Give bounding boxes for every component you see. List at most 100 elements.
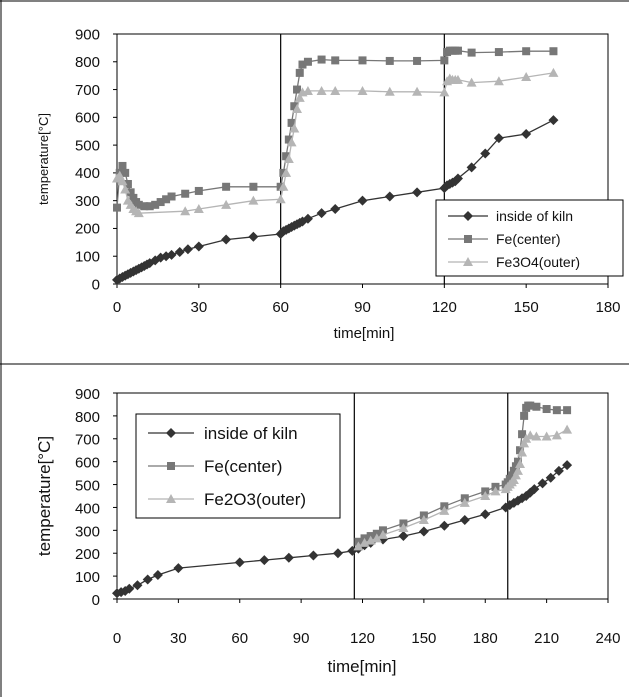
- y-tick-label: 700: [75, 82, 100, 99]
- y-tick-label: 300: [75, 523, 100, 540]
- data-point-fe-center: [526, 401, 535, 410]
- x-tick-label: 120: [350, 630, 375, 647]
- data-point-fe3o4-outer: [292, 104, 303, 113]
- data-point-fe-center: [507, 471, 516, 480]
- data-point-inside-of-kiln: [529, 484, 540, 495]
- data-point-fe2o3-outer: [398, 523, 409, 533]
- data-point-fe3o4-outer: [412, 86, 423, 96]
- y-tick-label: 500: [75, 478, 100, 495]
- y-tick-label: 700: [75, 432, 100, 449]
- data-point-fe-center: [549, 47, 558, 56]
- data-point-fe3o4-outer: [133, 208, 144, 218]
- data-point-fe-center: [284, 135, 293, 144]
- legend-marker: [463, 257, 473, 266]
- data-point-fe3o4-outer: [283, 154, 294, 163]
- data-point-fe2o3-outer: [510, 470, 521, 480]
- y-tick-label: 200: [75, 546, 100, 563]
- data-point-fe3o4-outer: [548, 67, 559, 77]
- y-tick-label: 900: [75, 26, 100, 43]
- data-point-inside-of-kiln: [283, 552, 294, 563]
- data-point-fe-center: [290, 102, 299, 111]
- data-point-fe2o3-outer: [531, 431, 542, 441]
- data-point-fe2o3-outer: [377, 529, 388, 539]
- data-point-fe-center: [552, 406, 561, 415]
- data-point-inside-of-kiln: [221, 234, 232, 245]
- data-point-fe-center: [532, 402, 541, 411]
- data-point-fe3o4-outer: [439, 87, 450, 97]
- x-tick-label: 180: [473, 630, 498, 647]
- data-point-inside-of-kiln: [332, 548, 343, 559]
- data-point-fe-center: [317, 55, 326, 64]
- data-point-fe2o3-outer: [525, 430, 536, 440]
- data-point-inside-of-kiln: [174, 247, 185, 258]
- y-tick-label: 800: [75, 409, 100, 426]
- x-tick-label: 90: [354, 299, 371, 316]
- data-point-fe-center: [467, 48, 476, 57]
- data-point-inside-of-kiln: [166, 249, 177, 260]
- legend-marker: [166, 494, 176, 503]
- y-tick-label: 600: [75, 110, 100, 127]
- legend-entry-fe-center: Fe(center): [148, 457, 282, 476]
- data-point-fe-center: [331, 56, 340, 65]
- data-point-fe3o4-outer: [316, 85, 327, 95]
- data-point-inside-of-kiln: [553, 465, 564, 476]
- y-tick-label: 300: [75, 193, 100, 210]
- data-point-fe-center: [123, 180, 132, 188]
- series-inside-of-kiln: [112, 115, 559, 285]
- data-point-inside-of-kiln: [316, 208, 327, 219]
- data-point-fe-center: [440, 56, 449, 65]
- data-point-fe2o3-outer: [541, 431, 552, 441]
- data-point-fe3o4-outer: [193, 204, 204, 213]
- data-point-inside-of-kiln: [132, 580, 143, 591]
- data-point-fe3o4-outer: [330, 85, 341, 95]
- data-point-fe2o3-outer: [508, 474, 519, 484]
- data-point-inside-of-kiln: [330, 204, 341, 214]
- data-point-inside-of-kiln: [545, 472, 556, 483]
- x-tick-label: 0: [113, 630, 121, 647]
- data-point-fe-center: [358, 56, 367, 65]
- data-point-fe-center: [282, 152, 291, 161]
- data-point-inside-of-kiln: [493, 133, 504, 144]
- y-tick-label: 200: [75, 221, 100, 238]
- data-point-fe-center: [413, 56, 422, 65]
- data-point-fe3o4-outer: [278, 181, 289, 191]
- data-point-fe2o3-outer: [353, 541, 364, 551]
- data-point-fe3o4-outer: [275, 194, 286, 204]
- data-point-fe3o4-outer: [493, 76, 504, 86]
- data-point-inside-of-kiln: [521, 129, 532, 139]
- data-point-fe-center: [222, 182, 231, 191]
- data-point-inside-of-kiln: [480, 509, 491, 520]
- data-point-fe3o4-outer: [120, 184, 131, 194]
- data-point-fe2o3-outer: [480, 491, 491, 500]
- y-tick-label: 0: [92, 276, 100, 293]
- data-point-fe3o4-outer: [117, 176, 128, 186]
- x-tick-label: 120: [432, 299, 457, 316]
- data-point-fe3o4-outer: [521, 72, 532, 82]
- data-point-inside-of-kiln: [357, 195, 368, 206]
- legend-marker: [167, 462, 175, 470]
- data-point-fe3o4-outer: [248, 195, 259, 205]
- data-point-inside-of-kiln: [562, 460, 573, 471]
- data-point-fe-center: [453, 46, 462, 55]
- y-tick-label: 900: [75, 386, 100, 403]
- data-point-fe-center: [509, 466, 518, 475]
- data-point-fe3o4-outer: [384, 86, 395, 96]
- legend-label: Fe(center): [204, 457, 282, 476]
- data-point-fe-center: [511, 462, 520, 471]
- series-fe3o4-outer: [112, 67, 559, 218]
- series-fe2o3-outer: [353, 424, 573, 551]
- data-point-fe-center: [287, 118, 296, 127]
- data-point-inside-of-kiln: [548, 115, 559, 126]
- data-point-fe-center: [303, 57, 312, 66]
- x-tick-label: 180: [595, 299, 620, 316]
- legend-label: Fe2O3(outer): [204, 490, 306, 509]
- data-point-fe-center: [134, 200, 143, 209]
- data-point-inside-of-kiln: [418, 526, 429, 537]
- data-point-fe-center: [126, 188, 135, 197]
- data-point-inside-of-kiln: [193, 241, 204, 252]
- x-tick-label: 60: [272, 299, 289, 316]
- data-point-fe2o3-outer: [439, 505, 450, 515]
- y-tick-label: 100: [75, 248, 100, 265]
- data-point-fe-center: [181, 189, 190, 198]
